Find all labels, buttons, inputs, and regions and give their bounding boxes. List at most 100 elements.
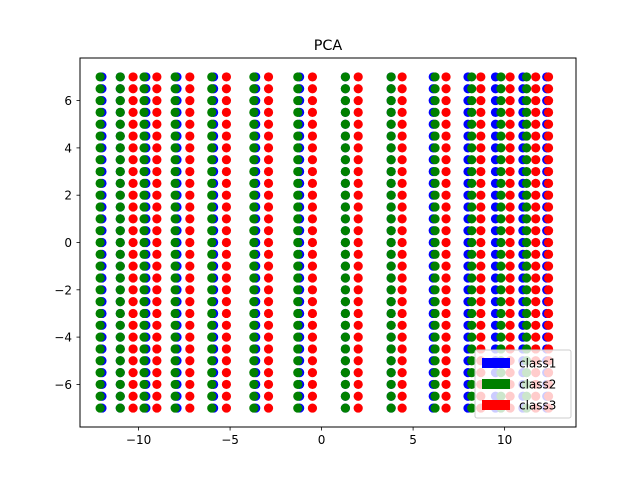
point-class2-7-14 — [340, 237, 350, 248]
point-class2-7-9 — [340, 297, 350, 307]
point-class2-6-24 — [293, 119, 303, 129]
point-class3-8-4 — [441, 356, 451, 366]
point-class3-6-10 — [353, 285, 363, 295]
point-class2-4-18 — [207, 190, 217, 200]
point-class3-4-16 — [263, 214, 274, 224]
point-class2-3-25 — [170, 107, 180, 117]
point-class3-3-16 — [221, 214, 232, 224]
point-class3-2-15 — [185, 226, 195, 236]
point-class2-3-27 — [170, 84, 180, 94]
point-class2-9-23 — [430, 131, 440, 141]
point-class2-10-2 — [467, 379, 477, 390]
point-class2-9-20 — [430, 166, 440, 177]
point-class3-6-17 — [353, 202, 363, 212]
point-class2-1-22 — [115, 143, 125, 153]
point-class3-2-5 — [185, 344, 195, 354]
point-class2-5-17 — [249, 202, 259, 212]
point-class3-6-12 — [353, 261, 363, 271]
point-class2-3-15 — [170, 226, 180, 236]
point-class2-8-16 — [386, 214, 396, 224]
point-class2-6-10 — [293, 285, 303, 295]
point-class3-0-21 — [128, 155, 138, 165]
point-class3-8-9 — [441, 297, 451, 307]
point-class3-5-5 — [307, 344, 318, 354]
point-class2-4-10 — [207, 285, 217, 295]
point-class2-2-27 — [139, 84, 149, 94]
point-class3-6-15 — [353, 226, 363, 236]
point-class2-8-19 — [386, 178, 396, 188]
point-class3-8-15 — [441, 226, 451, 236]
point-class3-3-26 — [221, 95, 232, 106]
point-class2-3-7 — [170, 320, 180, 330]
point-class3-11-6 — [531, 332, 541, 342]
point-class3-10-26 — [505, 95, 515, 106]
point-class3-4-13 — [263, 249, 274, 259]
point-class3-10-25 — [505, 107, 515, 117]
point-class3-11-15 — [531, 226, 541, 236]
point-class3-5-27 — [307, 84, 318, 94]
point-class3-5-13 — [307, 249, 318, 259]
point-class2-2-12 — [139, 261, 149, 271]
point-class2-2-24 — [139, 119, 149, 129]
point-class2-4-14 — [207, 237, 217, 248]
point-class3-9-13 — [476, 249, 486, 259]
point-class2-5-9 — [249, 297, 259, 307]
point-class2-2-3 — [139, 368, 149, 378]
point-class3-7-27 — [397, 84, 407, 94]
point-class3-3-22 — [221, 143, 232, 153]
point-class3-9-19 — [476, 178, 486, 188]
point-class3-3-28 — [221, 72, 232, 82]
point-class2-7-4 — [340, 356, 350, 366]
point-class3-2-17 — [185, 202, 195, 212]
point-class3-10-23 — [505, 131, 515, 141]
point-class2-3-17 — [170, 202, 180, 212]
point-class2-3-28 — [170, 72, 180, 82]
point-class3-5-10 — [307, 285, 318, 295]
point-class2-5-6 — [249, 332, 259, 342]
point-class3-7-16 — [397, 214, 407, 224]
point-class2-8-14 — [386, 237, 396, 248]
x-tick-label: −10 — [126, 433, 151, 447]
point-class3-7-20 — [397, 166, 407, 177]
point-class2-10-26 — [467, 95, 477, 106]
point-class3-10-14 — [505, 237, 515, 248]
point-class3-7-1 — [397, 391, 407, 401]
point-class2-6-21 — [293, 155, 303, 165]
point-class3-0-4 — [128, 356, 138, 366]
point-class2-12-15 — [521, 226, 532, 236]
point-class2-7-5 — [340, 344, 350, 354]
point-class3-7-9 — [397, 297, 407, 307]
point-class2-2-4 — [139, 356, 149, 366]
point-class2-3-2 — [170, 379, 180, 390]
point-class2-0-17 — [95, 202, 105, 212]
point-class3-6-26 — [353, 95, 363, 106]
point-class3-3-9 — [221, 297, 232, 307]
point-class3-3-23 — [221, 131, 232, 141]
point-class3-4-23 — [263, 131, 274, 141]
point-class2-6-18 — [293, 190, 303, 200]
point-class3-4-8 — [263, 308, 274, 319]
point-class3-4-17 — [263, 202, 274, 212]
point-class3-8-19 — [441, 178, 451, 188]
point-class3-6-9 — [353, 297, 363, 307]
point-class3-10-22 — [505, 143, 515, 153]
point-class3-5-19 — [307, 178, 318, 188]
point-class2-8-12 — [386, 261, 396, 271]
point-class3-3-14 — [221, 237, 232, 248]
point-class2-8-9 — [386, 297, 396, 307]
point-class3-2-19 — [185, 178, 195, 188]
point-class3-0-26 — [128, 95, 138, 106]
point-class3-10-18 — [505, 190, 515, 200]
point-class3-11-21 — [531, 155, 541, 165]
point-class2-11-25 — [496, 107, 506, 117]
chart-title: PCA — [314, 38, 343, 54]
point-class2-1-6 — [115, 332, 125, 342]
y-axis: −6 −4 −2 0 2 4 6 — [54, 94, 80, 392]
point-class3-1-11 — [152, 273, 162, 283]
point-class3-8-27 — [441, 84, 451, 94]
point-class2-7-10 — [340, 285, 350, 295]
point-class3-2-7 — [185, 320, 195, 330]
point-class2-12-9 — [521, 297, 532, 307]
point-class3-2-16 — [185, 214, 195, 224]
point-class3-0-10 — [128, 285, 138, 295]
